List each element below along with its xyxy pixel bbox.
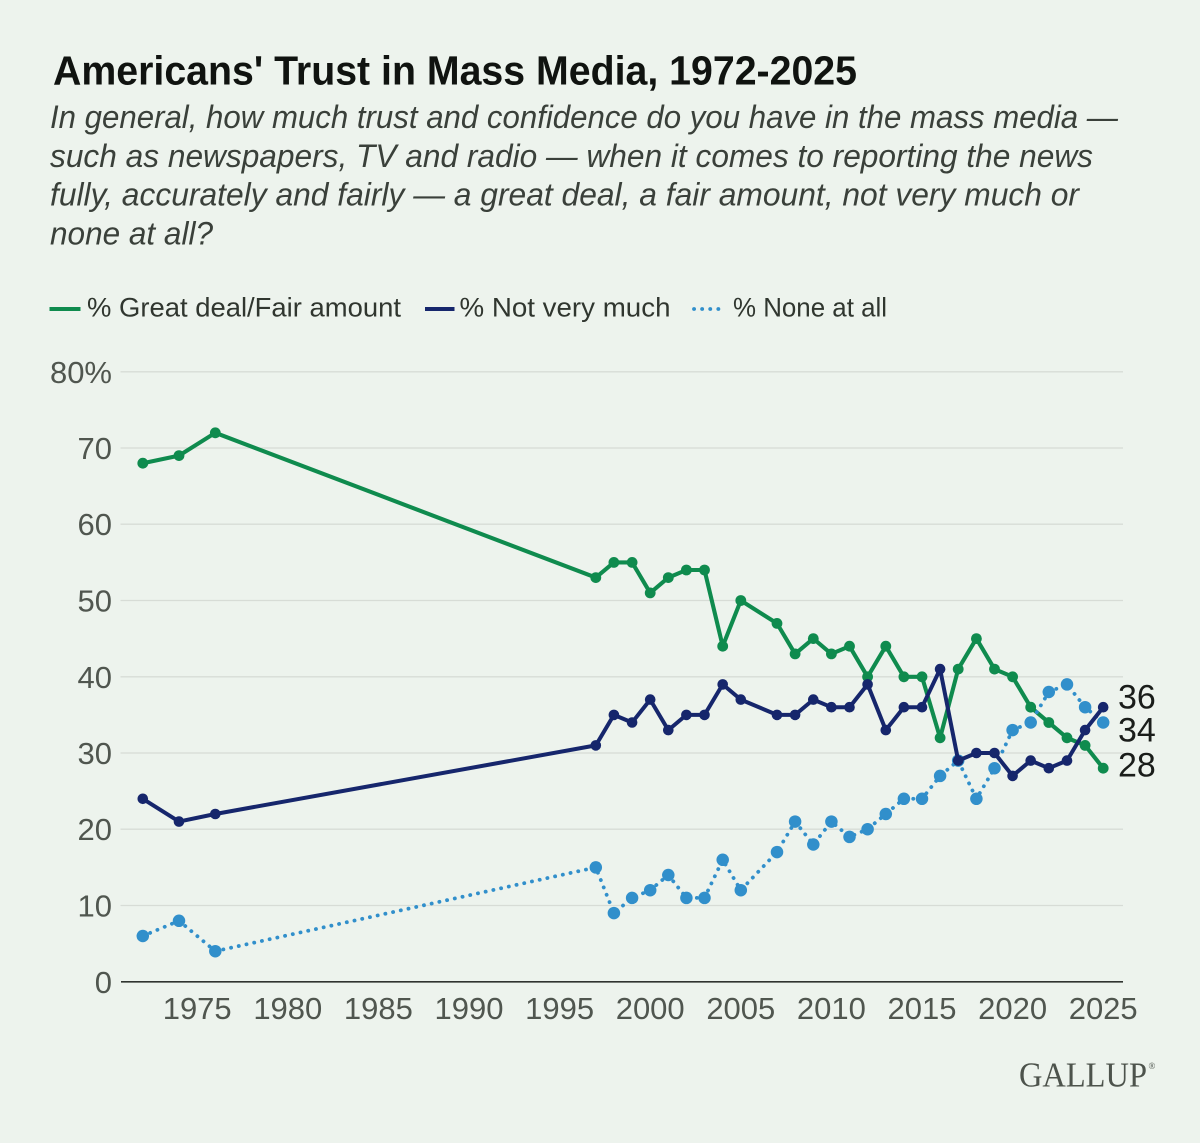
svg-text:2010: 2010 (797, 991, 866, 1026)
svg-text:such as newspapers, TV and rad: such as newspapers, TV and radio — when … (50, 138, 1093, 174)
svg-text:2020: 2020 (978, 991, 1047, 1026)
svg-text:fully, accurately and fairly —: fully, accurately and fairly — a great d… (50, 177, 1080, 213)
svg-text:20: 20 (78, 812, 112, 847)
svg-text:GALLUP: GALLUP (1019, 1057, 1147, 1095)
svg-text:2015: 2015 (888, 991, 957, 1026)
svg-text:®: ® (1149, 1061, 1156, 1071)
svg-text:% Great deal/Fair amount: % Great deal/Fair amount (87, 293, 402, 323)
svg-text:36: 36 (1118, 679, 1156, 717)
svg-text:1975: 1975 (163, 991, 232, 1026)
svg-text:80%: 80% (50, 355, 112, 390)
svg-text:2025: 2025 (1069, 991, 1138, 1026)
svg-text:60: 60 (78, 507, 112, 542)
svg-text:% Not very much: % Not very much (460, 293, 671, 323)
svg-text:Americans' Trust in Mass Media: Americans' Trust in Mass Media, 1972-202… (53, 48, 857, 94)
svg-text:1980: 1980 (253, 991, 322, 1026)
svg-text:1990: 1990 (435, 991, 504, 1026)
svg-text:30: 30 (78, 736, 112, 771)
svg-text:10: 10 (78, 889, 112, 924)
svg-text:1995: 1995 (525, 991, 594, 1026)
svg-text:In general, how much trust and: In general, how much trust and confidenc… (50, 99, 1119, 135)
svg-text:2005: 2005 (706, 991, 775, 1026)
svg-text:0: 0 (95, 965, 112, 1000)
svg-text:1985: 1985 (344, 991, 413, 1026)
svg-text:2000: 2000 (616, 991, 685, 1026)
svg-text:50: 50 (78, 584, 112, 619)
svg-text:none at all?: none at all? (50, 216, 213, 252)
svg-text:34: 34 (1118, 712, 1156, 750)
svg-text:% None at all: % None at all (733, 293, 887, 323)
svg-text:28: 28 (1118, 747, 1156, 785)
svg-text:40: 40 (78, 660, 112, 695)
svg-text:70: 70 (78, 431, 112, 466)
